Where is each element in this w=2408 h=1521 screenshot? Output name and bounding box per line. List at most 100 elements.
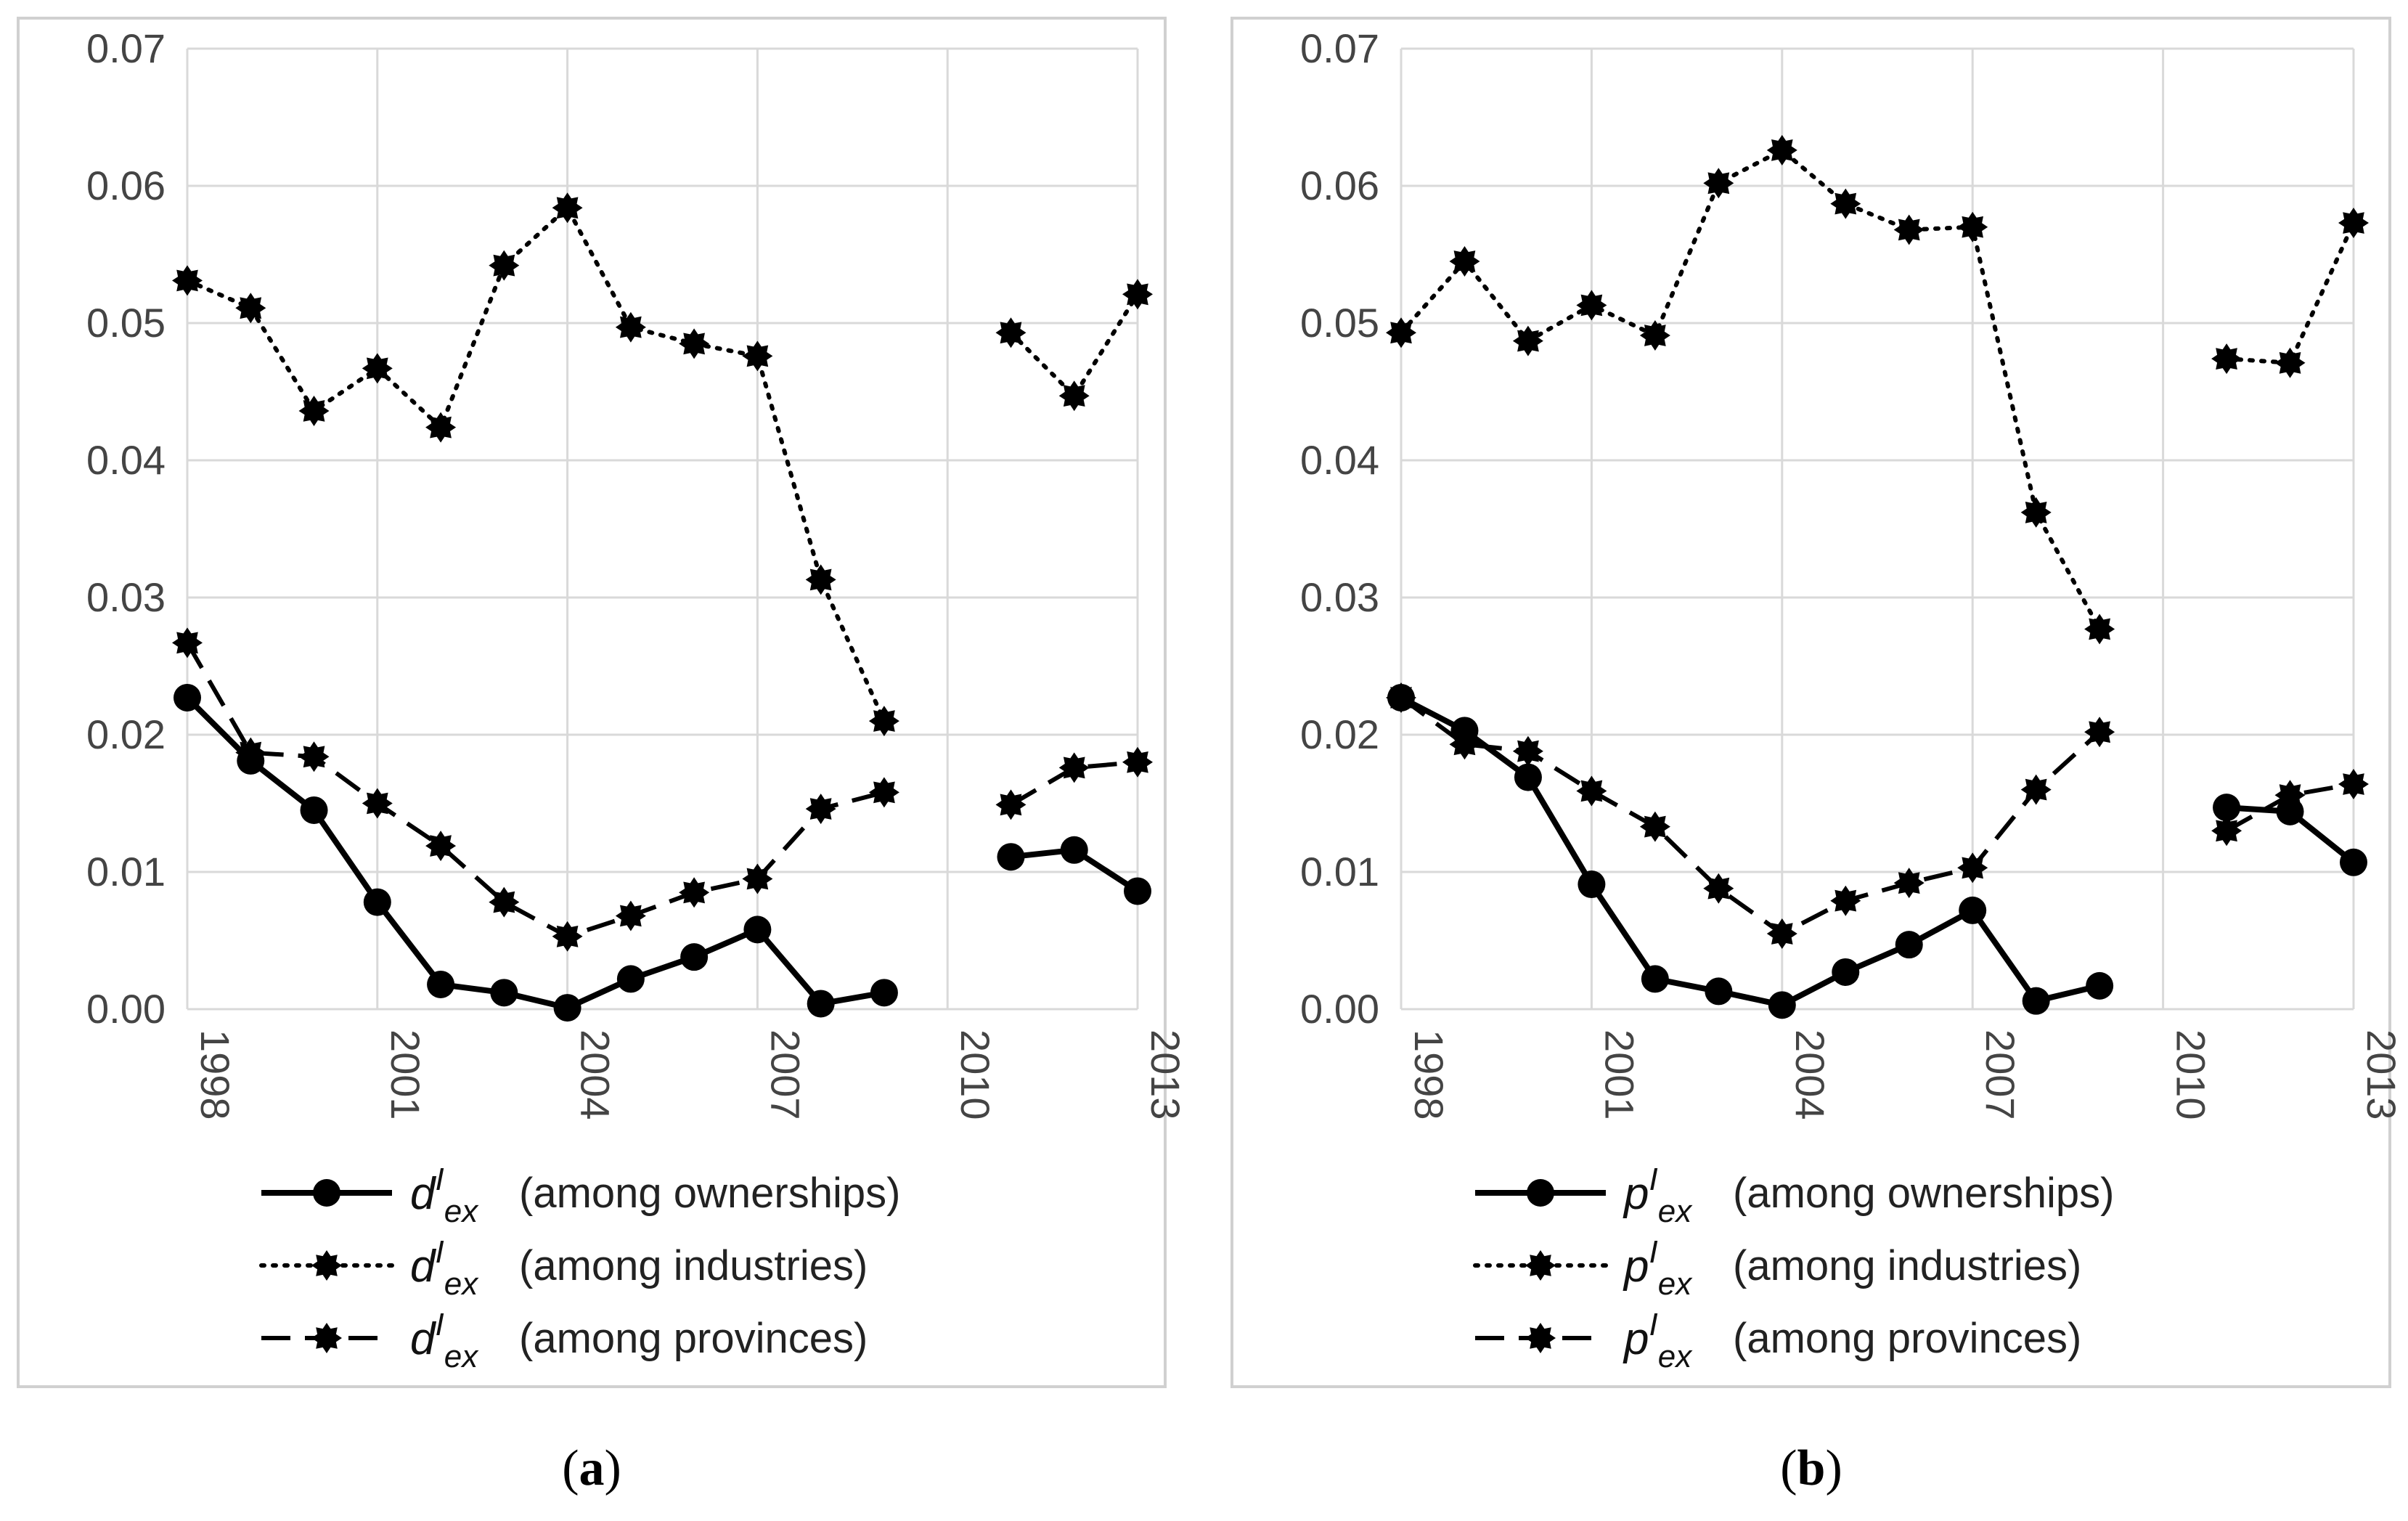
panel-b-frame <box>1230 17 2391 1388</box>
panel-a-legend-symbol: dIex <box>410 1162 479 1229</box>
panel-b-ytick-label: 0.07 <box>1300 25 1379 71</box>
panel-b-series-dashed <box>1386 682 2369 949</box>
panel-a-data-point <box>1058 380 1090 412</box>
panel-a-data-point <box>805 794 836 825</box>
panel-b-data-point <box>1957 211 1988 242</box>
panel-a-data-point <box>868 777 899 808</box>
panel-b-data-point <box>1386 682 1416 713</box>
panel-b-legend-label: (among ownerships) <box>1733 1170 2114 1217</box>
panel-b-data-point <box>2084 717 2115 748</box>
panel-b-series-line <box>2225 782 2354 833</box>
panel-a-legend-marker <box>313 1179 340 1207</box>
panel-a-frame <box>17 17 1167 1388</box>
panel-a-data-point <box>680 943 709 971</box>
panel-a-data-point <box>997 843 1025 871</box>
panel-b-legend-label: (among provinces) <box>1733 1315 2081 1362</box>
panel-a-data-point <box>490 979 518 1007</box>
panel-b-legend-label: (among industries) <box>1733 1242 2081 1289</box>
panel-a-data-point <box>553 994 581 1022</box>
panel-a-data-point <box>805 564 836 595</box>
panel-a-legend-label: (among ownerships) <box>519 1170 900 1217</box>
panel-b-legend-marker <box>1525 1323 1556 1353</box>
panel-a-xtick-label: 1998 <box>192 1029 238 1120</box>
panel-b-data-point <box>1766 918 1797 949</box>
panel-b-legend-symbol: pIex <box>1623 1307 1693 1374</box>
panel-a-ytick-label: 0.04 <box>86 437 166 483</box>
panel-b-xtick-label: 2004 <box>1787 1029 1833 1120</box>
panel-b-data-point <box>1512 735 1543 767</box>
panel-a-data-point <box>995 789 1027 820</box>
panel-b-data-point <box>2211 815 2242 847</box>
panel-b-xtick-label: 2013 <box>2359 1029 2404 1120</box>
panel-a-data-point <box>172 627 203 658</box>
panel-b-data-point <box>2213 794 2241 822</box>
panel-a-series-dotted <box>172 192 1153 737</box>
panel-a-data-point <box>552 192 583 224</box>
panel-a-ytick-label: 0.07 <box>86 25 166 71</box>
panel-a-legend-label: (among industries) <box>519 1242 868 1289</box>
panel-a-ytick-label: 0.05 <box>86 300 166 346</box>
panel-b-data-point <box>1449 246 1480 277</box>
panel-a-data-point <box>425 831 457 862</box>
panel-b-data-point <box>1578 870 1606 899</box>
panel-a-data-point <box>615 900 646 931</box>
panel-a-data-point <box>489 250 520 281</box>
panel-b-xtick-label: 2007 <box>1978 1029 2023 1120</box>
panel-b-data-point <box>1514 763 1542 791</box>
panel-b-data-point <box>1832 958 1860 986</box>
panel-b-series-line <box>2224 221 2356 365</box>
panel-b-data-point <box>1512 325 1543 356</box>
panel-a-legend-label: (among provinces) <box>519 1315 868 1362</box>
panel-a-data-point <box>615 311 646 343</box>
panel-b-ytick-label: 0.00 <box>1300 986 1379 1032</box>
panel-a-data-point <box>362 353 393 384</box>
panel-a-xtick-label: 2010 <box>952 1029 998 1120</box>
panel-b-legend-marker <box>1525 1250 1556 1281</box>
panel-b-data-point <box>2340 848 2367 876</box>
panel-a-ytick-label: 0.06 <box>86 163 166 208</box>
panel-a-data-point <box>298 396 330 426</box>
panel-b-legend-marker <box>1527 1179 1554 1207</box>
panel-b-data-point <box>1766 134 1797 166</box>
panel-a-data-point <box>679 877 710 908</box>
panel-b-data-point <box>1893 868 1925 899</box>
panel-b-data-point <box>1895 931 1923 959</box>
panel-a-xtick-label: 2013 <box>1143 1029 1188 1120</box>
panel-b-data-point <box>2020 774 2052 805</box>
panel-b-data-point <box>1703 168 1734 199</box>
panel-a-legend: dIex (among ownerships) dIex (among industr… <box>259 1162 900 1374</box>
panel-a-data-point <box>300 796 328 824</box>
panel-a-legend-marker <box>311 1323 342 1353</box>
panel-a-caption: (a) <box>562 1440 621 1496</box>
panel-a-data-point <box>1058 752 1090 783</box>
panel-b-data-point <box>2274 780 2306 811</box>
panel-b-ytick-label: 0.03 <box>1300 574 1379 620</box>
panel-a-data-point <box>235 293 266 324</box>
panel-a-data-point <box>552 921 583 952</box>
panel-a-data-point <box>235 737 266 768</box>
panel-b-data-point <box>2211 343 2242 375</box>
panel-b-xtick-label: 2010 <box>2168 1029 2214 1120</box>
panel-a-data-point <box>1124 877 1151 905</box>
panel-b: 0.00 0.01 0.02 0.03 0.04 0.05 0.06 0.07 1998 2001… <box>1230 17 2404 1496</box>
panel-b-series-dotted <box>1386 134 2369 645</box>
panel-a-data-point <box>807 990 835 1018</box>
panel-b-data-point <box>1576 775 1607 807</box>
panel-b-data-point <box>1830 188 1861 219</box>
panel-b-ytick-label: 0.05 <box>1300 300 1379 346</box>
panel-a-data-point <box>363 888 391 916</box>
panel-b-data-point <box>1639 320 1670 351</box>
panel-b-data-point <box>1386 317 1416 348</box>
panel-a-data-point <box>298 741 330 772</box>
panel-b-ytick-label: 0.06 <box>1300 163 1379 208</box>
panel-b-caption: (b) <box>1780 1440 1842 1496</box>
panel-b-legend: pIex (among ownerships) pIex (among industr… <box>1473 1162 2114 1374</box>
panel-a-series-dashed <box>172 627 1153 952</box>
panel-a-data-point <box>362 788 393 819</box>
panel-a-data-point <box>679 328 710 359</box>
panel-b-data-point <box>1703 873 1734 904</box>
panel-b-xtick-label: 1998 <box>1406 1029 1452 1120</box>
panel-b-data-point <box>1830 885 1861 916</box>
panel-a-data-point <box>616 965 645 993</box>
